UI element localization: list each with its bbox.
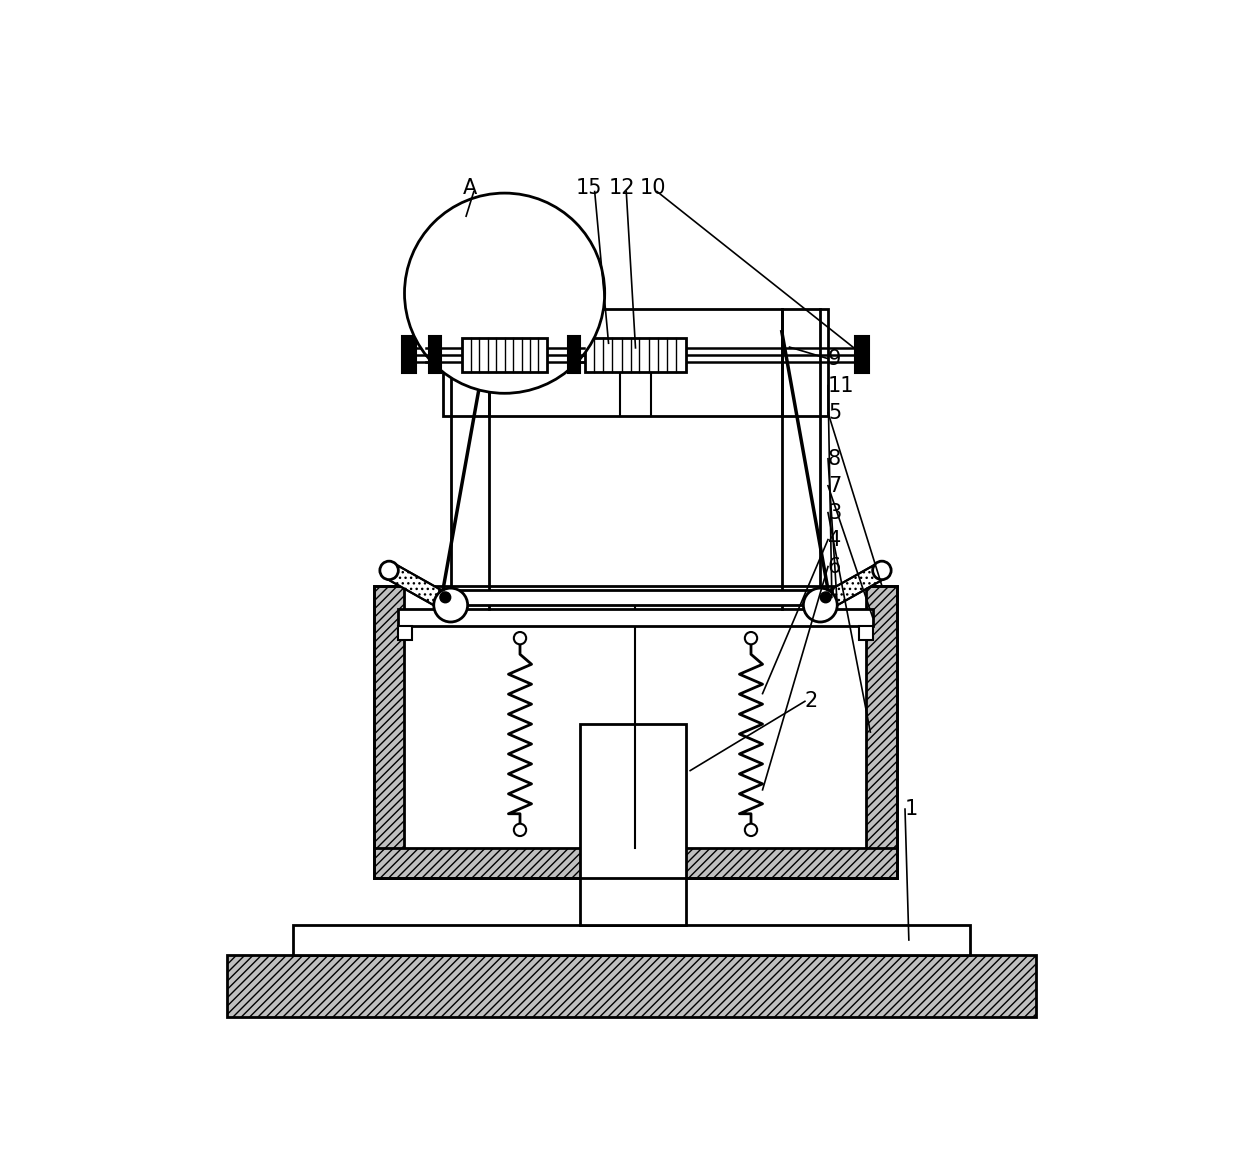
Bar: [293, 925, 971, 956]
Text: 5: 5: [828, 403, 841, 422]
Circle shape: [513, 824, 526, 836]
Text: 3: 3: [828, 502, 841, 523]
Text: 2: 2: [805, 691, 818, 711]
Text: 7: 7: [828, 476, 841, 495]
Circle shape: [873, 561, 892, 580]
Circle shape: [745, 824, 758, 836]
Polygon shape: [384, 563, 455, 612]
Polygon shape: [816, 563, 887, 612]
Bar: [402, 336, 417, 374]
Text: 10: 10: [640, 177, 666, 197]
Text: 1: 1: [905, 799, 919, 819]
Bar: [227, 956, 1035, 1017]
Bar: [854, 336, 869, 374]
Bar: [373, 586, 404, 878]
Bar: [398, 626, 412, 639]
Bar: [867, 586, 898, 878]
Text: 4: 4: [828, 530, 841, 550]
Bar: [585, 338, 686, 371]
Circle shape: [434, 588, 467, 622]
Circle shape: [440, 592, 450, 603]
Bar: [373, 848, 898, 878]
Bar: [568, 336, 580, 374]
Text: 12: 12: [609, 177, 635, 197]
Text: 6: 6: [828, 557, 842, 577]
Bar: [443, 309, 828, 416]
Bar: [463, 338, 547, 371]
Bar: [439, 589, 832, 606]
Text: 15: 15: [577, 177, 603, 197]
Text: A: A: [463, 177, 477, 197]
Circle shape: [804, 588, 837, 622]
Circle shape: [821, 592, 831, 603]
Text: 9: 9: [828, 349, 842, 369]
Bar: [429, 336, 441, 374]
Circle shape: [513, 632, 526, 644]
Bar: [580, 724, 686, 925]
Bar: [859, 626, 873, 639]
Bar: [373, 586, 898, 878]
Text: 11: 11: [828, 376, 854, 396]
Circle shape: [404, 193, 605, 393]
Bar: [398, 609, 873, 626]
Text: 8: 8: [828, 449, 841, 469]
Circle shape: [745, 632, 758, 644]
Circle shape: [379, 561, 398, 580]
